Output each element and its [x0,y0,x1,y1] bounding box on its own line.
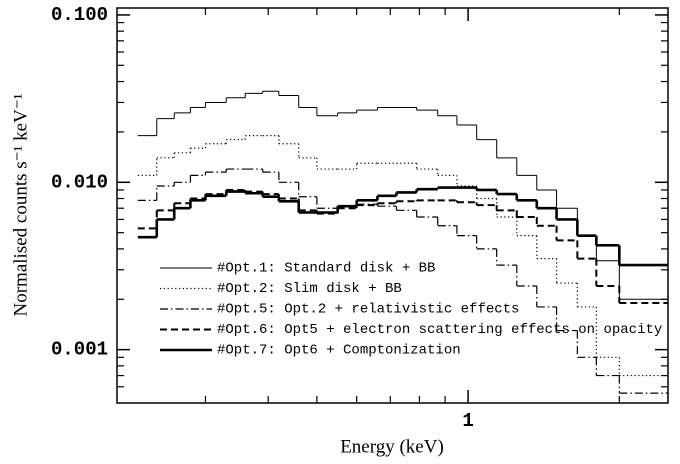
curves [137,90,668,394]
legend-label: #Opt.7: Opt6 + Comptonization [217,343,461,359]
legend-label: #Opt.5: Opt.2 + relativistic effects [217,302,519,318]
legend-label: #Opt.2: Slim disk + BB [217,281,402,297]
x-axis-label: Energy (keV) [340,436,444,457]
y-axis-label: Normalised counts s⁻¹ keV⁻¹ [10,93,31,316]
y-tick-label: 0.100 [51,4,108,26]
legend-label: #Opt.6: Opt5 + electron scattering effec… [217,322,662,338]
y-tick-label: 0.010 [51,171,108,193]
plot-frame [116,7,669,404]
y-tick-label: 0.001 [51,339,108,361]
legend-label: #Opt.1: Standard disk + BB [217,261,435,277]
x-tick-label: 1 [462,410,473,432]
